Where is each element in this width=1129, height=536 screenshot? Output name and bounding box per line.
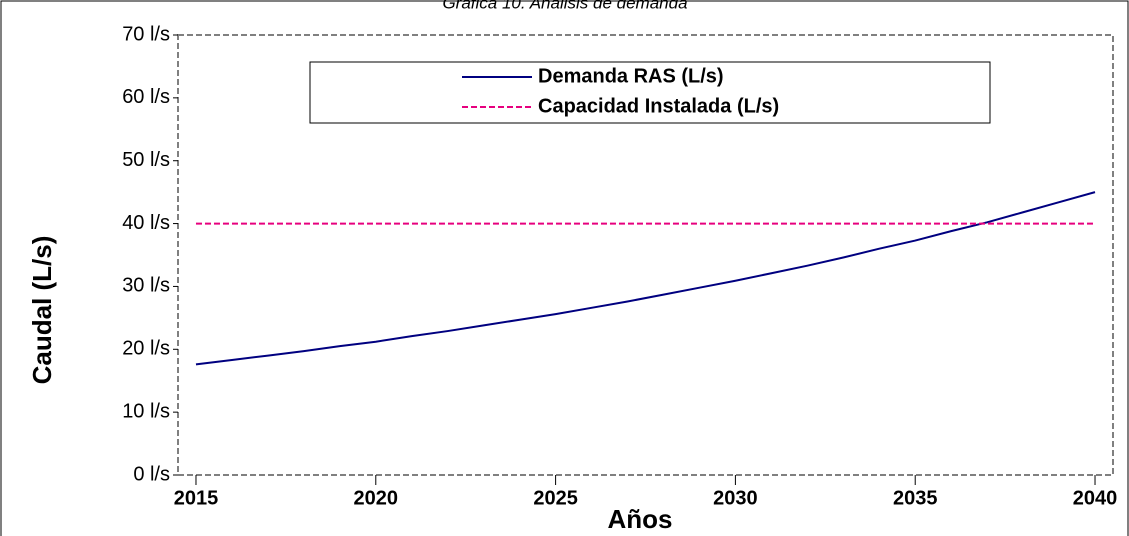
y-tick-label: 50 l/s bbox=[122, 149, 170, 171]
series-line bbox=[195, 191, 1096, 366]
legend-label: Demanda RAS (L/s) bbox=[538, 65, 724, 87]
y-axis-label: Caudal (L/s) bbox=[27, 236, 57, 385]
y-tick-label: 40 l/s bbox=[122, 212, 170, 234]
plot-frame bbox=[177, 34, 1114, 476]
x-tick-label: 2020 bbox=[354, 487, 399, 509]
x-tick-label: 2030 bbox=[713, 487, 758, 509]
y-tick-label: 20 l/s bbox=[122, 338, 170, 360]
legend-label: Capacidad Instalada (L/s) bbox=[538, 95, 779, 117]
x-tick-label: 2025 bbox=[533, 487, 578, 509]
chart-title: Gráfica 10. Análisis de demanda bbox=[442, 0, 687, 12]
x-tick-label: 2035 bbox=[893, 487, 938, 509]
x-axis-label: Años bbox=[608, 504, 673, 534]
y-tick-label: 30 l/s bbox=[122, 275, 170, 297]
y-tick-label: 10 l/s bbox=[122, 400, 170, 422]
legend-box bbox=[309, 61, 991, 124]
y-tick-label: 70 l/s bbox=[122, 23, 170, 45]
y-tick-label: 60 l/s bbox=[122, 86, 170, 108]
x-tick-label: 2040 bbox=[1073, 487, 1118, 509]
x-tick-label: 2015 bbox=[174, 487, 219, 509]
y-tick-label: 0 l/s bbox=[133, 463, 170, 485]
